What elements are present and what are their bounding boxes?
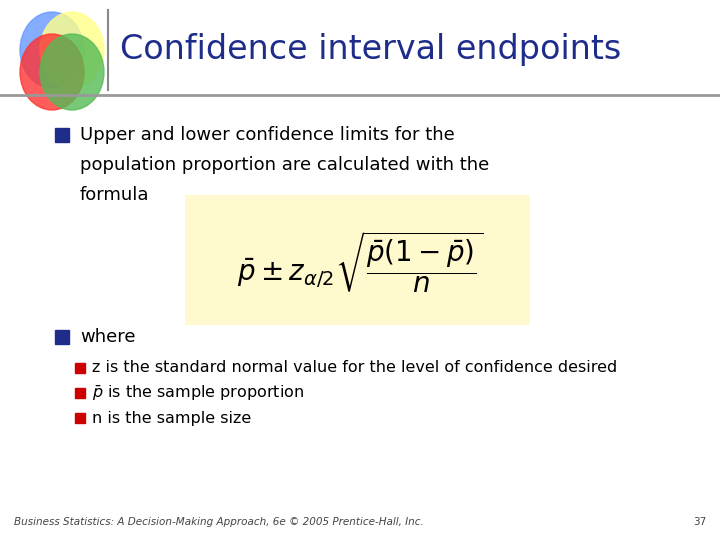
Text: $\bar{p} \pm z_{\alpha/2}\sqrt{\dfrac{\bar{p}(1-\bar{p})}{n}}$: $\bar{p} \pm z_{\alpha/2}\sqrt{\dfrac{\b… [237,230,483,295]
Text: z is the standard normal value for the level of confidence desired: z is the standard normal value for the l… [92,361,617,375]
Ellipse shape [40,12,104,88]
Text: population proportion are calculated with the: population proportion are calculated wit… [80,156,490,174]
Bar [75,388,85,398]
Text: $\bar{p}$ is the sample proportion: $\bar{p}$ is the sample proportion [92,383,304,403]
Ellipse shape [20,12,84,88]
Ellipse shape [40,34,104,110]
Text: Upper and lower confidence limits for the: Upper and lower confidence limits for th… [80,126,455,144]
Bar [55,330,69,344]
Text: 37: 37 [693,517,706,527]
Bar [75,363,85,373]
Text: Business Statistics: A Decision-Making Approach, 6e © 2005 Prentice-Hall, Inc.: Business Statistics: A Decision-Making A… [14,517,424,527]
Text: n is the sample size: n is the sample size [92,410,251,426]
Text: formula: formula [80,186,150,204]
Text: where: where [80,328,135,346]
Bar [55,128,69,142]
Ellipse shape [20,34,84,110]
Bar [75,413,85,423]
Bar [185,195,530,325]
Text: Confidence interval endpoints: Confidence interval endpoints [120,33,621,66]
